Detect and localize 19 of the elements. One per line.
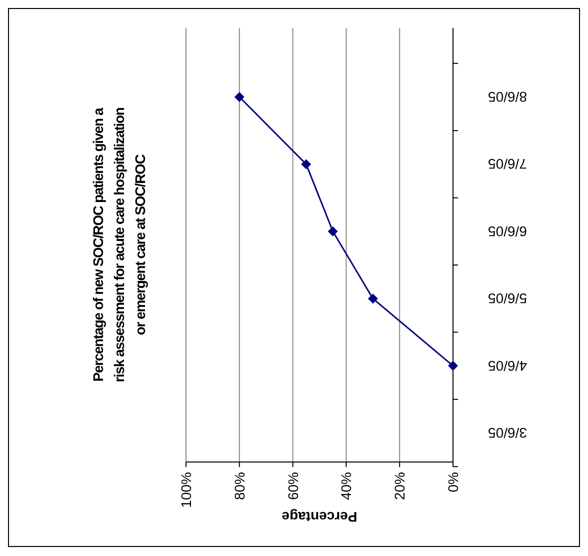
- x-tick-label: 60%: [284, 472, 301, 500]
- y-tick-label: 7/6/05: [488, 156, 527, 172]
- y-tick-label: 8/6/05: [488, 89, 527, 105]
- x-tick-label: 40%: [338, 472, 354, 500]
- point: [328, 226, 338, 236]
- point: [448, 360, 458, 371]
- y-tick-label: 3/6/05: [488, 425, 527, 441]
- y-tick-label: 4/6/05: [488, 358, 527, 374]
- text: Percentage of new SOC/ROC patients given a risk assessment for acute care hospitalization or emergent care at SOC/ROC: [90, 107, 148, 382]
- y-tick-label: 5/6/05: [488, 290, 527, 307]
- x-tick-label: 100%: [178, 472, 194, 508]
- point: [368, 294, 378, 304]
- y-tick-label: 6/6/05: [488, 223, 527, 240]
- point: [234, 92, 244, 102]
- x-tick-label: 0%: [445, 472, 461, 492]
- x-tick-label: 80%: [231, 472, 248, 500]
- x-axis-title: Percentage: [282, 509, 358, 525]
- x-tick-label: 20%: [392, 472, 408, 500]
- point: [301, 159, 312, 170]
